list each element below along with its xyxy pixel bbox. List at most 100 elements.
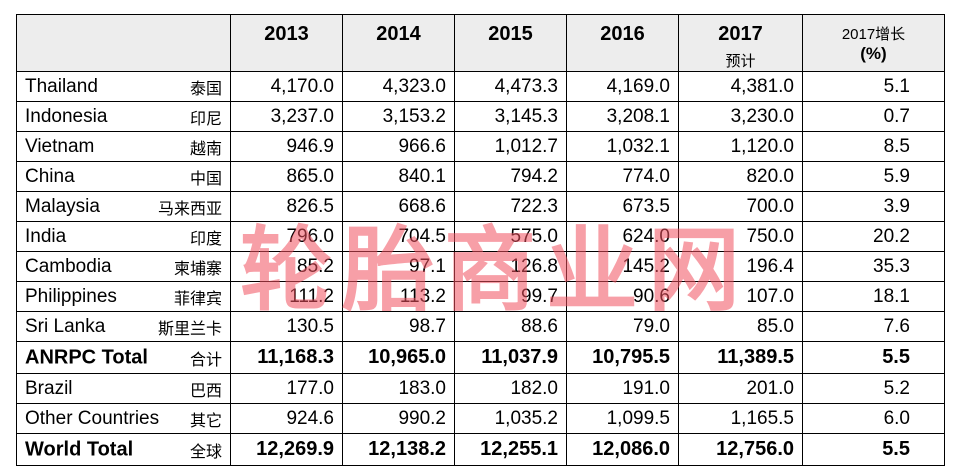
country-name-en: India: [25, 225, 67, 247]
value-cell-2014: 3,153.2: [342, 101, 455, 132]
growth-cell: 5.9: [802, 161, 945, 192]
growth-cell: 5.2: [802, 373, 945, 404]
country-name-cn: 斯里兰卡: [157, 318, 222, 338]
header-year-2014: 2014: [342, 14, 455, 72]
country-cell: Indonesia 印尼: [16, 101, 231, 132]
value-cell-2016: 673.5: [566, 191, 679, 222]
value-cell-2017: 700.0: [678, 191, 803, 222]
value-cell-2014: 704.5: [342, 221, 455, 252]
value-cell-2013: 796.0: [230, 221, 343, 252]
country-name-en: World Total: [25, 438, 134, 460]
table-row: Thailand 泰国 4,170.0 4,323.0 4,473.3 4,169.0 4,…: [16, 71, 945, 102]
table-row: Philippines 菲律宾 111.2 113.2 99.7 90.6 107.0 18.…: [16, 281, 945, 312]
value-cell-2015: 3,145.3: [454, 101, 567, 132]
value-cell-2013: 924.6: [230, 403, 343, 434]
country-cell: Sri Lanka 斯里兰卡: [16, 311, 231, 342]
country-cell: Malaysia 马来西亚: [16, 191, 231, 222]
value-cell-2013: 12,269.9: [230, 433, 343, 466]
value-cell-2016: 12,086.0: [566, 433, 679, 466]
country-cell: Vietnam 越南: [16, 131, 231, 162]
country-name-cn: 马来西亚: [157, 198, 222, 218]
value-cell-2016: 4,169.0: [566, 71, 679, 102]
growth-cell: 5.5: [802, 433, 945, 466]
rubber-production-table: 2013 2014 2015 2016 2017 预计 2017增长 (%) T…: [16, 14, 945, 466]
value-cell-2013: 826.5: [230, 191, 343, 222]
value-cell-2013: 4,170.0: [230, 71, 343, 102]
growth-cell: 6.0: [802, 403, 945, 434]
header-row: 2013 2014 2015 2016 2017 预计 2017增长 (%): [16, 14, 945, 72]
value-cell-2016: 191.0: [566, 373, 679, 404]
value-cell-2014: 183.0: [342, 373, 455, 404]
value-cell-2017: 750.0: [678, 221, 803, 252]
value-cell-2013: 177.0: [230, 373, 343, 404]
value-cell-2015: 575.0: [454, 221, 567, 252]
growth-cell: 5.1: [802, 71, 945, 102]
growth-label: 2017增长: [841, 26, 906, 43]
value-cell-2017: 201.0: [678, 373, 803, 404]
country-name-en: Malaysia: [25, 195, 100, 217]
value-cell-2015: 722.3: [454, 191, 567, 222]
value-cell-2017: 196.4: [678, 251, 803, 282]
value-cell-2017: 12,756.0: [678, 433, 803, 466]
year-label: 2014: [376, 23, 421, 45]
value-cell-2014: 12,138.2: [342, 433, 455, 466]
value-cell-2015: 99.7: [454, 281, 567, 312]
value-cell-2017: 11,389.5: [678, 341, 803, 374]
value-cell-2013: 3,237.0: [230, 101, 343, 132]
header-growth: 2017增长 (%): [802, 14, 945, 72]
value-cell-2015: 4,473.3: [454, 71, 567, 102]
header-year-2013: 2013: [230, 14, 343, 72]
value-cell-2015: 126.8: [454, 251, 567, 282]
value-cell-2016: 10,795.5: [566, 341, 679, 374]
forecast-note: 预计: [725, 53, 756, 70]
value-cell-2016: 624.0: [566, 221, 679, 252]
value-cell-2014: 10,965.0: [342, 341, 455, 374]
value-cell-2017: 820.0: [678, 161, 803, 192]
value-cell-2016: 90.6: [566, 281, 679, 312]
value-cell-2017: 85.0: [678, 311, 803, 342]
value-cell-2016: 79.0: [566, 311, 679, 342]
country-cell: Thailand 泰国: [16, 71, 231, 102]
table-row: Brazil 巴西 177.0 183.0 182.0 191.0 201.0 5.2: [16, 373, 945, 404]
country-cell: Philippines 菲律宾: [16, 281, 231, 312]
value-cell-2014: 113.2: [342, 281, 455, 312]
table-row: India 印度 796.0 704.5 575.0 624.0 750.0 20.2: [16, 221, 945, 252]
value-cell-2014: 4,323.0: [342, 71, 455, 102]
country-name-en: Indonesia: [25, 105, 108, 127]
growth-cell: 5.5: [802, 341, 945, 374]
country-name-cn: 印度: [189, 228, 222, 248]
table-row: Other Countries 其它 924.6 990.2 1,035.2 1,099.…: [16, 403, 945, 434]
value-cell-2015: 1,035.2: [454, 403, 567, 434]
value-cell-2017: 3,230.0: [678, 101, 803, 132]
country-name-cn: 柬埔寨: [173, 258, 222, 278]
country-cell: Other Countries 其它: [16, 403, 231, 434]
value-cell-2013: 85.2: [230, 251, 343, 282]
growth-cell: 7.6: [802, 311, 945, 342]
value-cell-2016: 3,208.1: [566, 101, 679, 132]
value-cell-2014: 840.1: [342, 161, 455, 192]
country-name-en: China: [25, 165, 75, 187]
header-year-2016: 2016: [566, 14, 679, 72]
country-name-cn: 越南: [189, 138, 222, 158]
country-name-cn: 巴西: [189, 380, 222, 400]
country-name-en: Vietnam: [25, 135, 95, 157]
table-row: Vietnam 越南 946.9 966.6 1,012.7 1,032.1 1,120.0…: [16, 131, 945, 162]
value-cell-2017: 1,120.0: [678, 131, 803, 162]
value-cell-2017: 107.0: [678, 281, 803, 312]
growth-cell: 0.7: [802, 101, 945, 132]
growth-cell: 20.2: [802, 221, 945, 252]
header-empty-cell: [16, 14, 231, 72]
value-cell-2013: 865.0: [230, 161, 343, 192]
value-cell-2016: 1,099.5: [566, 403, 679, 434]
table-body: Thailand 泰国 4,170.0 4,323.0 4,473.3 4,169.0 4,…: [16, 71, 945, 466]
value-cell-2016: 145.2: [566, 251, 679, 282]
value-cell-2014: 668.6: [342, 191, 455, 222]
country-name-cn: 全球: [189, 441, 222, 461]
year-label: 2016: [600, 23, 645, 45]
value-cell-2013: 130.5: [230, 311, 343, 342]
value-cell-2015: 182.0: [454, 373, 567, 404]
value-cell-2015: 1,012.7: [454, 131, 567, 162]
country-cell: Cambodia 柬埔寨: [16, 251, 231, 282]
country-name-cn: 菲律宾: [173, 288, 222, 308]
growth-cell: 3.9: [802, 191, 945, 222]
